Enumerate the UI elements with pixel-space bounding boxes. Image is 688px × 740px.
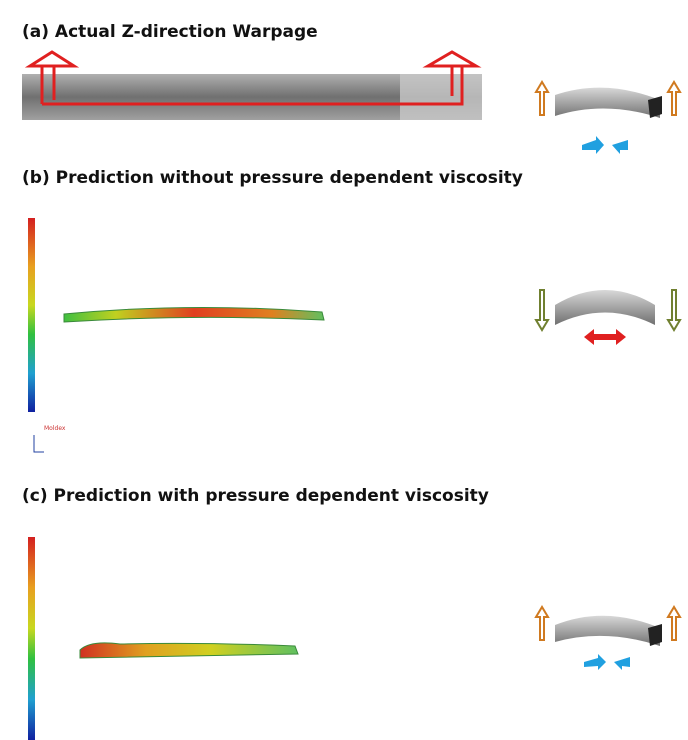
simulated-part <box>80 643 298 658</box>
beam-icon-c <box>536 607 680 670</box>
panel-heading: (c) Prediction with pressure dependent v… <box>22 486 489 506</box>
beam-icon-a <box>536 82 680 154</box>
beam-icon-b <box>536 290 680 345</box>
software-label: Moldex <box>44 425 66 432</box>
color-bar <box>28 537 35 740</box>
simulated-part <box>64 307 324 322</box>
figure-graphics: Moldex <box>0 0 688 740</box>
photo <box>22 52 482 120</box>
panel-heading: (a) Actual Z-direction Warpage <box>22 22 318 42</box>
color-bar <box>28 218 35 412</box>
figure: Moldex (a) Actual Z-direction Warpage (b… <box>0 0 688 740</box>
axis-triad <box>34 435 44 452</box>
panel-heading: (b) Prediction without pressure dependen… <box>22 168 523 188</box>
